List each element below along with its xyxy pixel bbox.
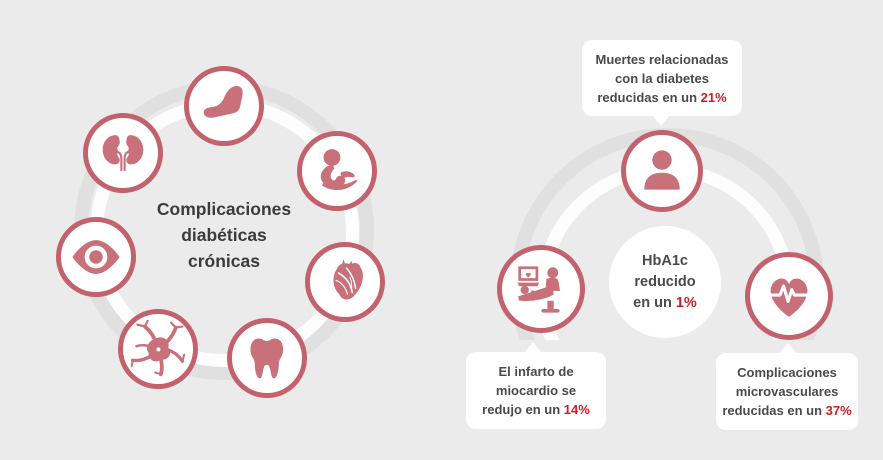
hba1c-prefix: en un — [633, 294, 676, 311]
callout-microvascular: Complicaciones microvasculares reducidas… — [716, 343, 858, 430]
callout-micro-line1: Complicaciones — [737, 365, 837, 380]
callout-deaths-line2: con la diabetes — [615, 70, 709, 86]
hba1c-line1: HbA1c — [642, 252, 688, 269]
left-title-line3: crónicas — [188, 251, 260, 271]
callout-mi-value: 14% — [563, 402, 590, 417]
hba1c-center-circle: HbA1c reducido en un 1% — [609, 226, 721, 338]
medical-exam-icon — [517, 266, 561, 313]
callout-myocardial-infarction: El infarto de miocardio se redujo en un … — [466, 342, 606, 429]
callout-mi-line2: miocardio se — [495, 383, 577, 398]
eye-node — [56, 217, 136, 297]
tooth-icon — [250, 338, 284, 379]
hba1c-line2: reducido — [634, 273, 696, 290]
callout-deaths-line1: Muertes relacionadas — [595, 51, 729, 67]
left-title-line1: Complicaciones — [156, 199, 292, 219]
neuron-node — [118, 309, 198, 389]
person-icon — [644, 150, 680, 190]
callout-deaths-value: 21% — [700, 89, 727, 105]
hba1c-value: 1% — [675, 294, 697, 311]
callout-mi-prefix: redujo en un — [482, 402, 564, 417]
kidneys-node — [83, 113, 163, 193]
callout-diabetes-deaths: Muertes relacionadas con la diabetes red… — [582, 40, 742, 126]
left-diagram-title: Complicaciones diabéticas crónicas — [129, 196, 319, 274]
medical-exam-node — [497, 245, 585, 333]
kidneys-icon — [102, 135, 144, 172]
hba1c-line3: en un 1% — [633, 293, 697, 314]
anatomical-heart-node — [305, 242, 385, 322]
callout-deaths-line3: reducidas en un 21% — [597, 88, 726, 107]
callout-mi-line1: El infarto de — [498, 364, 574, 379]
callout-micro-prefix: reducidas en un — [722, 403, 826, 418]
callout-tail — [779, 343, 797, 354]
callout-micro-value: 37% — [825, 403, 852, 418]
callout-mi-line3: redujo en un 14% — [482, 400, 590, 419]
fetus-node — [297, 131, 377, 211]
neuron-icon — [130, 319, 186, 377]
callout-tail — [652, 115, 670, 126]
callout-micro-line3: reducidas en un 37% — [722, 401, 851, 420]
callout-deaths-prefix: reducidas en un — [597, 89, 701, 105]
heart-pulse-icon — [769, 278, 809, 317]
chronic-complications-diagram: Complicaciones diabéticas crónicas — [0, 0, 441, 460]
foot-node — [184, 66, 264, 146]
callout-tail — [524, 342, 542, 353]
person-node — [621, 130, 703, 212]
left-title-line2: diabéticas — [181, 225, 267, 245]
fetus-icon — [320, 149, 358, 191]
anatomical-heart-icon — [333, 259, 363, 300]
heart-pulse-node — [745, 252, 833, 340]
tooth-node — [227, 318, 307, 398]
foot-icon — [203, 85, 243, 118]
callout-micro-line2: microvasculares — [735, 384, 839, 399]
eye-icon — [72, 240, 120, 274]
